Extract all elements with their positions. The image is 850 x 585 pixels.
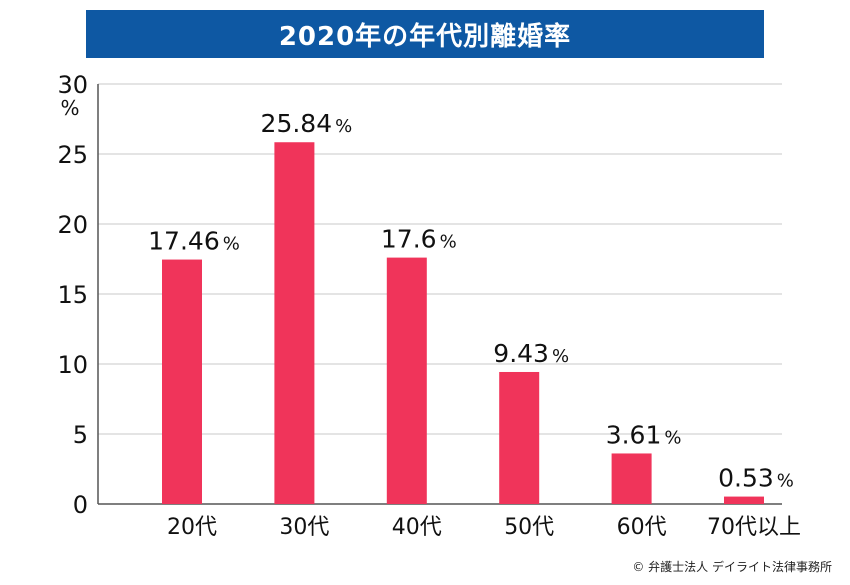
bar-4 bbox=[499, 371, 540, 504]
y-tick-label: 25 bbox=[57, 141, 88, 169]
y-tick-label: 10 bbox=[57, 351, 88, 379]
bar-1 bbox=[162, 259, 202, 504]
bar-6 bbox=[724, 496, 764, 504]
data-label: 17.6% bbox=[381, 225, 457, 254]
copyright-notice: © 弁護士法人 デイライト法律事務所 bbox=[632, 560, 832, 574]
y-axis-unit: % bbox=[60, 96, 79, 120]
x-tick-label: 30代 bbox=[279, 515, 329, 540]
bar-3 bbox=[386, 257, 427, 504]
x-tick-label: 70代以上 bbox=[707, 515, 801, 540]
x-tick-label: 50代 bbox=[504, 515, 554, 540]
chart-title-bar: 2020年の年代別離婚率 bbox=[86, 10, 764, 58]
x-tick-label: 20代 bbox=[167, 515, 217, 540]
y-tick-label: 5 bbox=[73, 421, 88, 449]
x-tick-label: 40代 bbox=[392, 515, 442, 540]
y-tick-label: 0 bbox=[73, 491, 88, 519]
x-tick-label: 60代 bbox=[617, 515, 667, 540]
y-tick-label: 20 bbox=[57, 211, 88, 239]
data-label: 17.46% bbox=[148, 227, 240, 256]
data-label: 25.84% bbox=[261, 109, 353, 138]
data-label: 0.53% bbox=[718, 464, 794, 493]
y-tick-label: 30 bbox=[57, 71, 88, 99]
chart-title: 2020年の年代別離婚率 bbox=[278, 21, 572, 52]
bar-5 bbox=[611, 453, 652, 504]
data-label: 9.43% bbox=[493, 339, 569, 368]
data-label: 3.61% bbox=[606, 420, 682, 449]
bar-2 bbox=[274, 142, 315, 505]
y-tick-label: 15 bbox=[57, 281, 88, 309]
